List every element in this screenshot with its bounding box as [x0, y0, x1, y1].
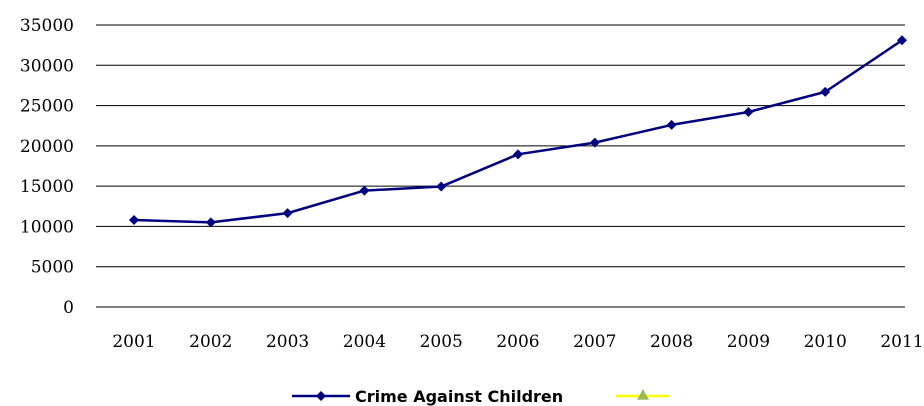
data-point-2003 [282, 208, 293, 219]
x-tick-label-2007: 2007 [573, 332, 616, 352]
data-point-2009 [743, 107, 754, 118]
x-tick-label-2006: 2006 [496, 332, 539, 352]
legend-marker-crime-against-children [316, 391, 326, 401]
x-axis-labels: 2001 2002 2003 2004 2005 2006 2007 2008 2009 2010… [112, 332, 923, 352]
x-tick-label-2004: 2004 [343, 332, 386, 352]
y-tick-label-20000: 20000 [20, 137, 74, 157]
y-tick-label-35000: 35000 [20, 16, 74, 36]
data-point-2007 [589, 137, 600, 148]
legend-marker-series-2 [637, 389, 649, 400]
data-point-2001 [129, 214, 139, 225]
x-tick-label-2008: 2008 [650, 332, 693, 352]
data-point-2004 [359, 185, 370, 196]
gridlines [96, 24, 905, 308]
x-tick-label-2002: 2002 [189, 332, 232, 352]
y-tick-label-25000: 25000 [20, 97, 74, 117]
y-tick-label-10000: 10000 [20, 217, 74, 237]
x-tick-label-2010: 2010 [804, 332, 847, 352]
y-axis-labels: 0 5000 10000 15000 20000 25000 30000 35000 [20, 16, 74, 318]
data-point-2010 [820, 86, 831, 97]
data-point-2008 [666, 119, 677, 130]
series-line-0 [133, 39, 903, 224]
data-point-2011 [897, 35, 907, 46]
x-tick-label-2011: 2011 [880, 332, 923, 352]
data-point-2005 [436, 181, 447, 192]
data-point-2002 [205, 217, 216, 228]
y-tick-label-5000: 5000 [31, 258, 74, 278]
legend: Crime Against Children [292, 387, 670, 406]
series-layer [129, 35, 907, 228]
y-tick-label-30000: 30000 [20, 56, 74, 76]
x-tick-label-2005: 2005 [420, 332, 463, 352]
x-tick-label-2003: 2003 [266, 332, 309, 352]
x-tick-label-2009: 2009 [727, 332, 770, 352]
legend-label-crime-against-children: Crime Against Children [355, 387, 563, 406]
y-tick-label-15000: 15000 [20, 177, 74, 197]
data-point-2006 [513, 149, 523, 160]
x-tick-label-2001: 2001 [112, 332, 155, 352]
y-tick-label-0: 0 [63, 298, 74, 318]
